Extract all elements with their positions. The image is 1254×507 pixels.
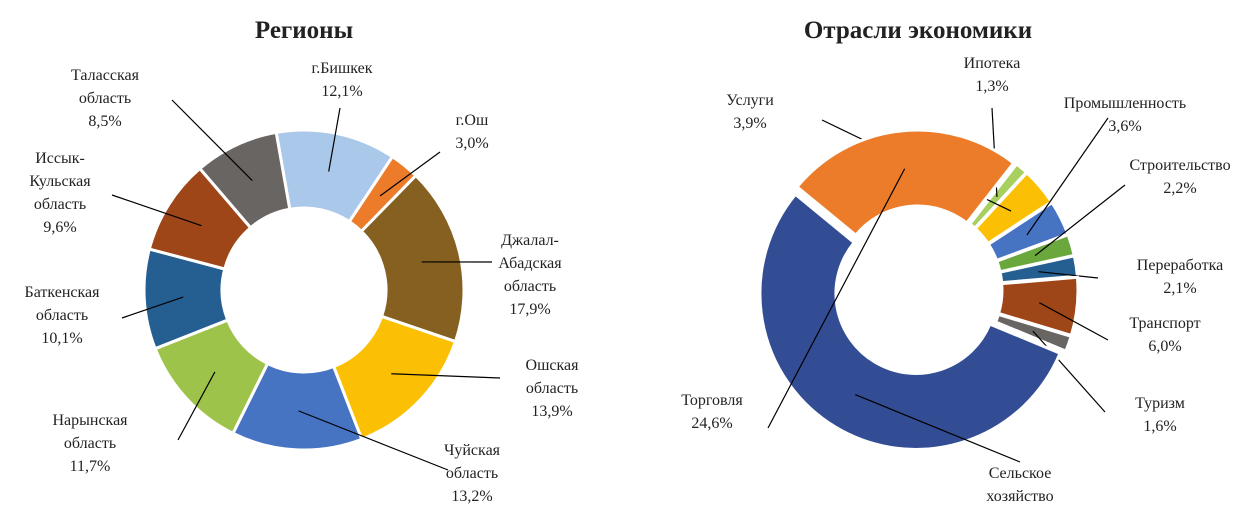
leader-line — [854, 394, 1021, 463]
slice-label: Баткенская область — [25, 284, 101, 324]
leader-line — [328, 107, 341, 172]
label-line: область — [34, 196, 86, 213]
value-label: 13,9% — [531, 403, 572, 420]
slice-label: г.Ош — [456, 112, 489, 129]
value-label: 2,1% — [1163, 280, 1196, 297]
slice-label: Услуги — [726, 92, 774, 109]
leader-line — [121, 296, 184, 319]
label-line: Нарынская — [52, 412, 128, 429]
slice — [993, 312, 1074, 354]
value-label: 1,6% — [1143, 418, 1176, 435]
leader-line — [1038, 271, 1099, 279]
value-label: 11,7% — [70, 458, 111, 475]
slice — [359, 173, 466, 344]
label-line: область — [504, 278, 556, 295]
label-line: область — [64, 435, 116, 452]
label-line: Услуги — [726, 92, 774, 109]
value-label: 13,2% — [451, 488, 492, 505]
value-label: 17,9% — [509, 301, 550, 318]
slice-label: Таласская область — [71, 67, 140, 107]
label-line: Иссык- — [35, 150, 85, 167]
leader-line — [111, 194, 202, 227]
value-label: 1,3% — [975, 78, 1008, 95]
slice-label: Джалал- Абадская область — [498, 232, 562, 295]
label-line: Сельское — [989, 465, 1052, 482]
slice-label: Строительство — [1129, 157, 1230, 174]
slice-label: Транспорт — [1129, 315, 1200, 332]
label-line: область — [446, 465, 498, 482]
label-line: Промышленность — [1064, 95, 1186, 112]
slice — [794, 128, 1016, 238]
label-line: Переработка — [1137, 257, 1223, 274]
leader-line — [1032, 330, 1106, 413]
label-line: Торговля — [681, 392, 743, 409]
leader-line — [298, 410, 449, 471]
label-line: Строительство — [1129, 157, 1230, 174]
slice-label: Промышленность — [1064, 95, 1186, 112]
label-line: Ошская — [526, 357, 580, 374]
slice — [197, 130, 292, 230]
label-line: Кульская — [29, 173, 91, 190]
value-label: 12,1% — [321, 83, 362, 100]
leader-line — [1026, 117, 1109, 236]
value-label: 3,0% — [455, 135, 488, 152]
label-line: Джалал- — [501, 232, 559, 249]
leader-line — [171, 99, 253, 182]
value-label: 10,1% — [41, 330, 82, 347]
label-line: Баткенская — [25, 284, 101, 301]
leader-line — [379, 151, 441, 197]
leader-line — [391, 373, 501, 379]
label-line: Таласская — [71, 67, 140, 84]
slice-label: Сельское хозяйство — [986, 465, 1053, 505]
label-line: хозяйство — [986, 488, 1053, 505]
value-label: 9,6% — [43, 219, 76, 236]
value-label: 3,9% — [733, 115, 766, 132]
value-label: 24,6% — [691, 415, 732, 432]
value-label: 8,5% — [88, 113, 121, 130]
slice-label: Чуйская область — [444, 442, 501, 482]
leader-line — [1039, 302, 1109, 341]
value-label: 2,2% — [1163, 180, 1196, 197]
label-line: г.Бишкек — [311, 60, 372, 77]
label-line: область — [526, 380, 578, 397]
label-line: область — [79, 90, 131, 107]
chart-title: Отрасли экономики — [804, 17, 1032, 44]
slice-label: Туризм — [1135, 395, 1185, 412]
value-label: 6,0% — [1148, 338, 1181, 355]
chart-title: Регионы — [255, 17, 353, 44]
label-line: Туризм — [1135, 395, 1185, 412]
leader-line — [177, 371, 216, 441]
leader-line — [767, 168, 906, 429]
slice-label: Ошская область — [526, 357, 580, 397]
slice-label: Ипотека — [964, 55, 1021, 72]
label-line: г.Ош — [456, 112, 489, 129]
value-label: 3,6% — [1108, 118, 1141, 135]
slice-label: Торговля — [681, 392, 743, 409]
slice-label: Переработка — [1137, 257, 1223, 274]
slice — [758, 192, 1063, 451]
label-line: область — [36, 307, 88, 324]
slice-label: г.Бишкек — [311, 60, 372, 77]
label-line: Транспорт — [1129, 315, 1200, 332]
label-line: Ипотека — [964, 55, 1021, 72]
slice-label: Нарынская область — [52, 412, 128, 452]
label-line: Абадская — [498, 255, 562, 272]
slice-label: Иссык- Кульская область — [29, 150, 91, 213]
label-line: Чуйская — [444, 442, 501, 459]
leader-line — [1034, 184, 1126, 257]
